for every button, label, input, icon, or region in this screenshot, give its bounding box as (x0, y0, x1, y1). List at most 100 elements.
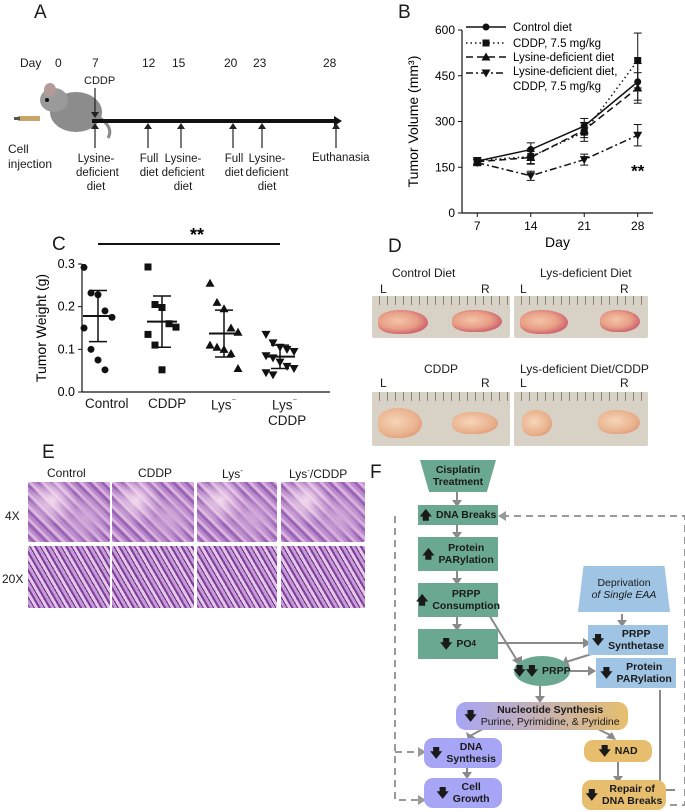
down-arrow-icon: 🡇 (464, 709, 477, 723)
day-12: 12 (142, 56, 156, 70)
data-point (94, 356, 102, 364)
data-point (226, 323, 236, 332)
legend-marker (481, 52, 491, 61)
panel-label-b: B (398, 2, 411, 23)
timeline-panel: Day 0 7 12 15 20 23 28 CDDP Cell injecti… (0, 0, 390, 205)
data-point (101, 307, 109, 315)
data-point (158, 366, 166, 374)
data-point (226, 349, 236, 358)
legend-marker (482, 39, 490, 47)
nucleotide-synthesis-box: 🡇 Nucleotide Synthesis Purine, Pyrimidine… (456, 702, 628, 730)
series-3 (472, 124, 643, 181)
photo-cddp (372, 392, 510, 446)
y-tick-label: 600 (435, 23, 455, 37)
data-point (526, 172, 536, 181)
photo-title-cddp: CDDP (424, 362, 459, 376)
event-full-diet-1: Full diet (139, 153, 159, 179)
data-point (289, 347, 299, 356)
photo-lys-deficient (514, 296, 648, 338)
data-point (633, 83, 643, 92)
l-3: L (380, 376, 387, 390)
l-2: L (520, 282, 527, 296)
down-arrow-icon: 🡇 (440, 637, 453, 651)
data-point (261, 330, 271, 339)
group-0 (80, 263, 116, 374)
day-label: Day (20, 56, 42, 70)
tumor-photos: Control Diet Lys-deficient Diet L R L R … (368, 262, 683, 452)
histology-cddp-20x (112, 546, 194, 608)
r-4: R (620, 376, 629, 390)
series-2 (472, 72, 643, 166)
panel-label-f: F (370, 462, 382, 483)
day-28: 28 (323, 56, 337, 70)
y-tick-label: 0 (448, 206, 455, 220)
dna-breaks-box: 🡅 DNA Breaks (418, 505, 498, 525)
data-point (144, 263, 152, 271)
l-4: L (520, 376, 527, 390)
series-line (477, 81, 639, 162)
photo-control (372, 296, 510, 338)
data-point (633, 131, 643, 140)
y-tick-label: 0.2 (58, 300, 75, 314)
prpp-synthetase-box: 🡇 PRPP Synthetase (588, 625, 668, 655)
histology-cddp-4x (112, 482, 194, 542)
histology-lys-cddp-20x (281, 546, 365, 608)
event-euthanasia: Euthanasia (312, 152, 370, 164)
legend-label-1: CDDP, 7.5 mg/kg (513, 38, 601, 50)
cell-injection-label-2: injection (8, 157, 53, 171)
po4-box: 🡇 PO 4 (418, 629, 498, 659)
event-lysine-deficient-3: Lysine-deficient diet (245, 153, 289, 193)
data-point (205, 340, 215, 349)
data-point (144, 330, 152, 338)
legend-marker (482, 23, 490, 31)
x-tick-label: 14 (524, 219, 538, 233)
legend-label-3a: Lysine-deficient diet, (513, 66, 617, 78)
data-point (151, 301, 159, 309)
histology-control-20x (28, 546, 110, 608)
x-tick-label: 21 (578, 219, 592, 233)
photo-title-control: Control Diet (392, 266, 456, 280)
photo-lys-cddp (514, 392, 648, 446)
significance-annotation: ** (631, 161, 645, 180)
significance-label: ** (190, 228, 204, 245)
event-lysine-deficient-1: Lysine-deficient diet (76, 153, 119, 193)
y-tick-label: 450 (435, 69, 455, 83)
protein-parylation-box-2: 🡇 Protein PARylation (596, 658, 676, 688)
data-point (165, 320, 173, 328)
data-point (472, 159, 482, 168)
data-point (579, 125, 589, 134)
data-point (268, 371, 278, 380)
panel-label-e: E (42, 442, 55, 463)
data-point (80, 263, 88, 271)
data-point (579, 156, 589, 165)
y-tick-label: 300 (435, 115, 455, 129)
tumor-weight-chart: 0.0 0.1 0.2 0.3 Tumor Weight (g) ** (33, 228, 330, 399)
tumor-volume-chart: 0 150 300 450 600 7 14 21 28 Day Tumor Volume (mm³… (405, 22, 653, 250)
data-point (101, 366, 109, 374)
panel-label-d: D (388, 236, 402, 257)
photo-title-lys: Lys-deficient Diet (540, 266, 632, 280)
up-arrow-icon: 🡅 (422, 547, 435, 561)
prpp-ellipse: 🡇🡇 PRPP (513, 656, 571, 686)
deprivation-box: Deprivation of Single EAA (578, 566, 670, 612)
x-tick-label: 28 (631, 219, 645, 233)
data-point (212, 297, 222, 306)
repair-dna-breaks-box: 🡇 Repair of DNA Breaks (582, 780, 666, 810)
dna-synthesis-box: 🡇 DNA Synthesis (424, 738, 502, 768)
l-1: L (380, 282, 387, 296)
down-arrow-icon: 🡇 (585, 788, 599, 802)
r-2: R (620, 282, 629, 296)
data-point (526, 152, 536, 161)
col-lys-cddp: Lys-/CDDP (289, 466, 348, 481)
data-point (268, 339, 278, 348)
series-line (477, 87, 639, 163)
legend-marker (481, 69, 491, 78)
protein-parylation-box: 🡅 Protein PARylation (418, 537, 498, 571)
day-20: 20 (224, 56, 238, 70)
cisplatin-treatment: Cisplatin Treatment (420, 460, 496, 492)
col-lys: Lys- (222, 466, 243, 481)
day-7: 7 (92, 56, 99, 70)
y-tick-label: 0.3 (58, 257, 75, 271)
data-point (634, 57, 642, 64)
